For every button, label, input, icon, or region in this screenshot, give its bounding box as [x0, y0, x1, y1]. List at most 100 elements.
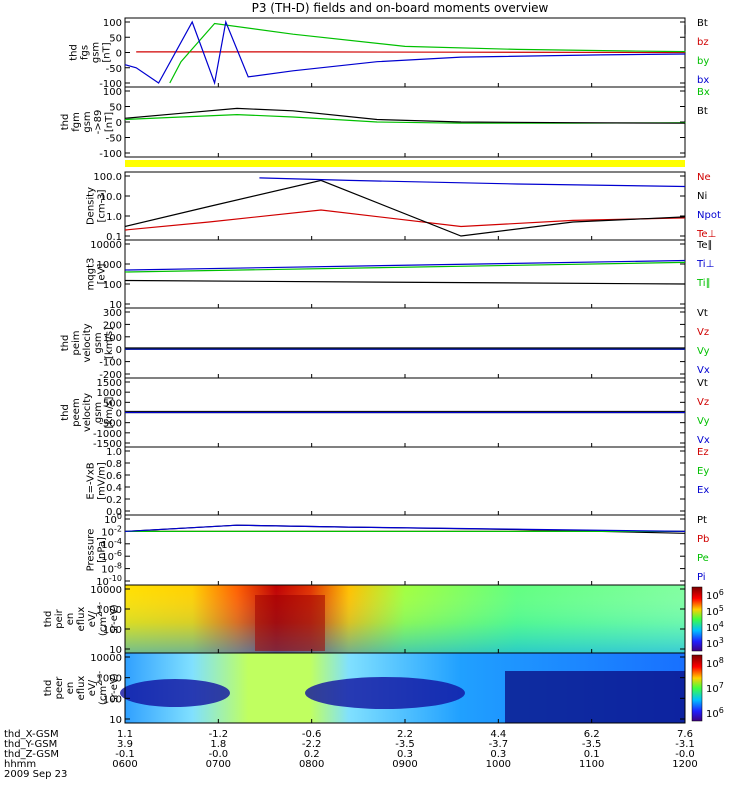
legend-entry: Pt — [697, 515, 707, 526]
orbit-value: -1.2 — [209, 729, 229, 740]
orbit-value: 0800 — [299, 759, 324, 770]
time-axis-labels: thd_X-GSM 1.1 -1.2 -0.6 2.2 4.4 6.2 7.6 thd_Y-GS… — [4, 729, 698, 780]
legend-entry: Bx — [697, 87, 710, 98]
y-tick-label: 50 — [109, 33, 122, 44]
y-axis-label: thd — [69, 44, 80, 61]
y-axis-label: gsm — [91, 42, 102, 63]
y-tick-label: 10-6 — [101, 549, 122, 563]
heatmap-low-region — [120, 679, 230, 707]
y-axis-label: thd — [60, 114, 71, 131]
legend-entry: Ex — [697, 485, 709, 496]
panel-electron_spectrogram: 10000 1000 100 10 thd peer en eflux eV/(cm2-s-sr… — [43, 652, 724, 726]
y-tick-label: -500 — [99, 419, 122, 430]
legend-entry: Ez — [697, 447, 709, 458]
orbit-value: 6.2 — [584, 729, 600, 740]
orbit-value: 4.4 — [490, 729, 506, 740]
y-tick-label: 0.6 — [106, 471, 122, 482]
orbit-value: 1.8 — [210, 739, 226, 750]
heatmap-low-region — [505, 671, 685, 723]
y-axis-label: (cm2-s- — [95, 602, 109, 636]
y-tick-label: 1000 — [97, 260, 122, 271]
colorbar-tick-label: 103 — [706, 636, 724, 650]
y-axis-label: E=-VxB — [86, 462, 97, 499]
plot-frame — [124, 446, 686, 516]
y-axis-label: [nT] — [102, 42, 113, 62]
y-tick-label: 0 — [116, 49, 122, 60]
y-axis-label: [mV/m] — [97, 462, 108, 500]
y-tick-label: 0.0 — [106, 507, 122, 518]
y-axis-label: eflux — [76, 676, 87, 701]
orbit-row-label: thd_Y-GSM — [4, 739, 57, 750]
series-line-Bt — [124, 107, 686, 124]
orbit-value: 1100 — [579, 759, 604, 770]
y-axis-label: [nPa] — [97, 537, 108, 563]
legend-entry: Vz — [697, 397, 709, 408]
panel-fgm: 100 50 0 -50 -100 thd fgm gsm ->89 [nT] Bx Bt — [60, 86, 710, 160]
orbit-value: -0.1 — [115, 749, 135, 760]
series-line-bz — [136, 51, 686, 54]
legend-entry: Npot — [697, 210, 721, 221]
orbit-value: 0600 — [112, 759, 137, 770]
y-axis-label: thd — [60, 335, 71, 352]
plot-frame — [124, 307, 686, 379]
plot-frame — [124, 514, 686, 586]
legend-entry: Ey — [697, 466, 709, 477]
y-tick-label: 0.4 — [106, 483, 122, 494]
legend-entry: Pb — [697, 534, 709, 545]
orbit-row-label: thd_Z-GSM — [4, 749, 59, 760]
y-tick-label: 1.0 — [106, 447, 122, 458]
orbit-value: 1000 — [486, 759, 511, 770]
y-tick-label: 1000 — [97, 674, 122, 685]
y-axis-label: eV/ — [87, 610, 98, 627]
y-tick-label: 100 — [103, 280, 122, 291]
y-tick-label: 1000 — [97, 388, 122, 399]
legend-entry: Te∥ — [696, 240, 713, 251]
legend-entry: Vy — [697, 346, 710, 357]
y-axis-label: [nT] — [104, 112, 115, 132]
heatmap-low-energy — [125, 585, 685, 653]
panel-efield: 1.00.80.60.40.20.0 E=-VxB [mV/m] Ez Ey Ex — [86, 446, 709, 518]
y-axis-label: eflux — [76, 607, 87, 632]
y-tick-label: 100 — [103, 694, 122, 705]
y-axis-label: [cm-3] — [97, 189, 108, 222]
y-tick-label: -100 — [99, 358, 122, 369]
series-line-Npot — [259, 177, 686, 188]
legend-entry: bx — [697, 75, 709, 86]
legend-entry: Vz — [697, 327, 709, 338]
panel-ion_spectrogram: 10000 1000 100 10 thd peir en eflux eV/(cm2-s-sr… — [43, 584, 724, 656]
colorbar — [691, 586, 703, 652]
legend-entry: Vy — [697, 416, 710, 427]
orbit-row-label: hhmm — [4, 759, 36, 770]
y-tick-label: -100 — [99, 79, 122, 90]
y-tick-label: 1000 — [97, 605, 122, 616]
y-axis-label: Density — [86, 187, 97, 225]
panel-density: 100.0 10.0 1.0 0.1 Density [cm-3] Ne Ni Npot Te⊥ — [86, 171, 721, 243]
legend-entry: Vt — [697, 308, 708, 319]
y-axis-label: peir — [54, 608, 65, 628]
y-axis-label: thd — [43, 611, 54, 628]
y-tick-label: 0 — [116, 345, 122, 356]
orbit-value: 0900 — [392, 759, 417, 770]
orbit-value: -3.5 — [395, 739, 415, 750]
y-axis-label: [km/s] — [104, 396, 115, 428]
divider-band — [125, 160, 685, 167]
y-axis-label: mqgt3 — [86, 258, 97, 291]
y-axis-label: sr-eV) — [109, 604, 120, 633]
colorbar-tick-label: 104 — [706, 620, 724, 634]
y-axis-label: velocity — [82, 393, 93, 432]
series-line-Te∥ — [124, 279, 686, 285]
orbit-value: 0.3 — [490, 749, 506, 760]
legend-entry: Ne — [697, 172, 711, 183]
orbit-value: -3.1 — [675, 739, 695, 750]
y-axis-label: gsm — [93, 332, 104, 353]
y-tick-label: 10 — [109, 715, 122, 726]
legend-entry: Bt — [697, 106, 708, 117]
y-tick-label: 100.0 — [93, 172, 122, 183]
y-tick-label: 200 — [103, 320, 122, 331]
series-line-Pi — [124, 524, 686, 532]
y-tick-label: 100 — [103, 18, 122, 29]
legend-entry: bz — [697, 37, 709, 48]
